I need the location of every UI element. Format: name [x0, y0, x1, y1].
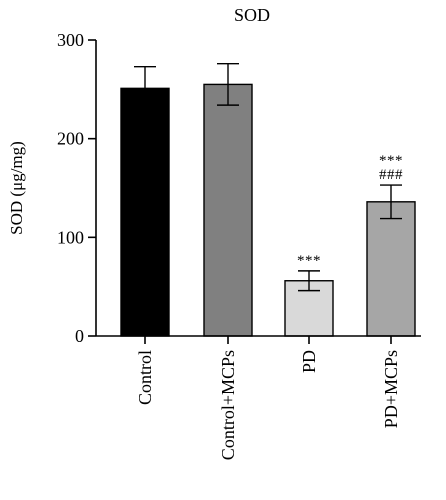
- y-axis-label: SOD (μg/mg): [7, 141, 26, 235]
- bar-pd-mcps: [366, 201, 416, 337]
- y-tick-label: 100: [57, 227, 84, 247]
- x-tick-label: Control+MCPs: [218, 350, 238, 460]
- y-tick-label: 300: [57, 30, 84, 50]
- bar-control-mcps: [203, 83, 253, 337]
- significance-label: ###: [379, 167, 403, 183]
- y-tick-label: 200: [57, 129, 84, 149]
- significance-label: ***: [379, 153, 403, 169]
- bar-pd: [284, 280, 334, 337]
- x-tick-label: PD: [299, 350, 319, 373]
- x-tick-label: Control: [135, 350, 155, 405]
- chart-title: SOD: [234, 5, 270, 25]
- bar-control: [120, 87, 170, 337]
- x-tick-label: PD+MCPs: [381, 350, 401, 428]
- y-tick-label: 0: [75, 326, 84, 346]
- significance-label: ***: [297, 253, 321, 269]
